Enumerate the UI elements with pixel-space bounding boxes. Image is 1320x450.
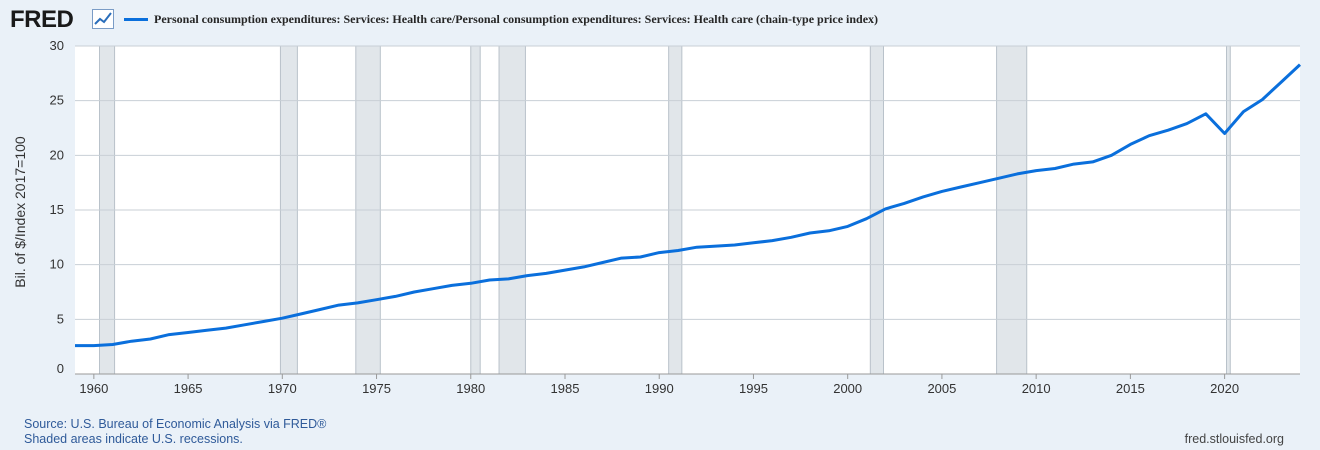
recession-note: Shaded areas indicate U.S. recessions. [24,432,243,446]
y-tick-label: 20 [50,147,64,162]
y-tick-label: 0 [57,361,64,376]
y-tick-label: 15 [50,202,64,217]
x-tick-label: 1995 [739,381,768,396]
legend-swatch [124,18,148,21]
series-line [75,63,1302,348]
x-tick-label: 1985 [551,381,580,396]
x-tick-label: 1990 [645,381,674,396]
x-tick-label: 2005 [927,381,956,396]
x-tick-label: 2000 [833,381,862,396]
x-tick-label: 1975 [362,381,391,396]
line-chart-icon [92,9,114,29]
source-note: Source: U.S. Bureau of Economic Analysis… [24,417,327,431]
fred-logo: FRED [10,6,74,33]
y-tick-label: 25 [50,93,64,108]
x-tick-label: 1960 [79,381,108,396]
site-link[interactable]: fred.stlouisfed.org [1184,432,1284,446]
x-tick-label: 2015 [1116,381,1145,396]
x-tick-label: 2010 [1022,381,1051,396]
x-tick-label: 1970 [268,381,297,396]
x-tick-label: 2020 [1210,381,1239,396]
y-tick-label: 30 [50,38,64,53]
x-tick-label: 1980 [456,381,485,396]
y-tick-label: 5 [57,311,64,326]
y-tick-label: 10 [50,257,64,272]
x-tick-label: 1965 [174,381,203,396]
legend-label[interactable]: Personal consumption expenditures: Servi… [154,12,879,26]
